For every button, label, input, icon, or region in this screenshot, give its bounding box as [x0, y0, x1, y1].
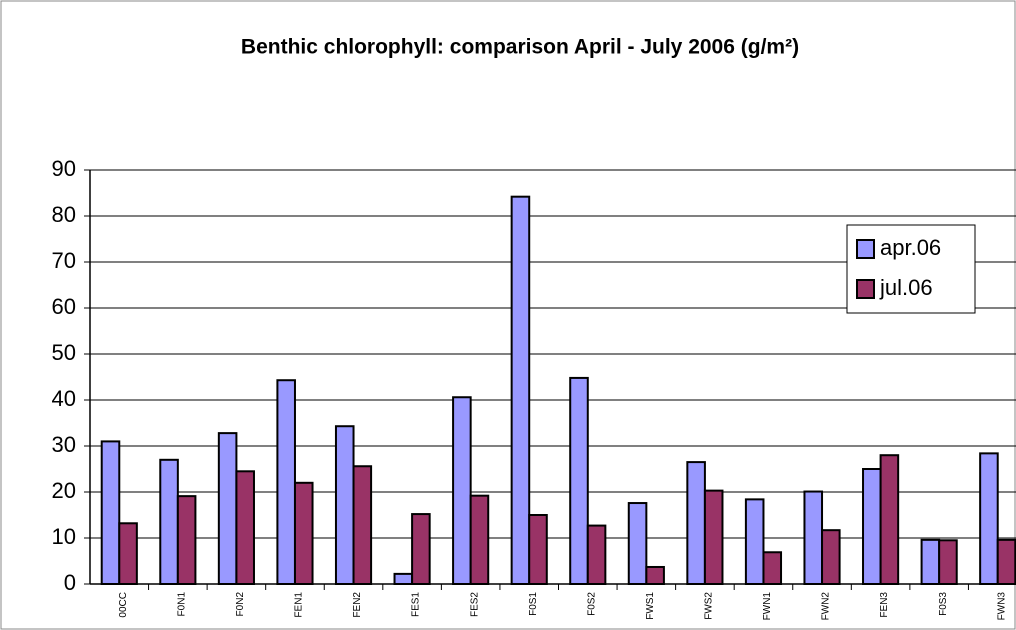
y-tick-label: 60: [52, 294, 76, 319]
bar: [469, 494, 490, 585]
bar: [217, 432, 238, 585]
x-tick-label: FES1: [411, 592, 422, 617]
y-tick-label: 20: [52, 478, 76, 503]
bar: [176, 495, 197, 586]
bar: [352, 465, 373, 585]
bar: [821, 529, 841, 585]
bar: [528, 514, 548, 585]
y-tick-label: 40: [52, 386, 76, 411]
bar: [293, 481, 314, 585]
bar: [510, 195, 531, 585]
x-tick-label: FWS2: [704, 592, 715, 620]
legend-label: jul.06: [879, 275, 933, 300]
x-tick-label: FEN1: [294, 592, 305, 618]
x-tick-label: FWS1: [645, 592, 656, 620]
x-tick-label: FWN1: [762, 592, 773, 621]
bar: [627, 502, 648, 586]
bar: [920, 538, 941, 586]
chart-title: Benthic chlorophyll: comparison April - …: [241, 36, 799, 59]
bar: [118, 522, 138, 586]
bar: [159, 458, 179, 585]
bar: [276, 379, 296, 585]
x-tick-label: F0S3: [938, 592, 949, 616]
y-tick-label: 80: [52, 202, 76, 227]
y-tick-label: 0: [64, 570, 76, 595]
bar: [100, 440, 121, 585]
legend-swatch: [856, 239, 875, 259]
legend-label: apr.06: [880, 235, 941, 260]
bar: [979, 452, 999, 585]
y-tick-label: 50: [52, 340, 76, 365]
x-tick-label: F0S1: [528, 592, 539, 616]
legend-swatch: [856, 279, 875, 299]
bar: [452, 396, 472, 585]
bar: [586, 524, 607, 586]
bar: [686, 461, 706, 586]
bar: [996, 538, 1016, 586]
y-tick-label: 30: [52, 432, 76, 457]
x-tick-label: 00CC: [118, 592, 129, 618]
x-tick-label: F0N1: [176, 592, 187, 617]
bar: [879, 454, 900, 586]
bar: [393, 572, 414, 586]
bar: [235, 470, 255, 585]
bar: [703, 489, 724, 585]
x-tick-label: FWN2: [821, 592, 832, 621]
x-tick-label: F0S2: [586, 592, 597, 616]
bar: [762, 551, 783, 586]
y-tick-label: 70: [52, 248, 76, 273]
bar: [645, 565, 665, 585]
bar: [411, 513, 431, 586]
bar: [803, 490, 824, 586]
x-tick-label: FES2: [469, 592, 480, 617]
bar: [938, 539, 958, 585]
bar: [744, 498, 765, 585]
x-tick-label: FEN3: [879, 592, 890, 618]
bar: [862, 468, 882, 585]
bar: [334, 425, 355, 585]
y-tick-label: 10: [52, 524, 76, 549]
y-tick-label: 90: [52, 156, 76, 181]
x-tick-label: F0N2: [235, 592, 246, 617]
x-tick-label: FEN2: [352, 592, 363, 618]
bar: [569, 376, 589, 586]
x-tick-label: FWN3: [996, 592, 1007, 621]
